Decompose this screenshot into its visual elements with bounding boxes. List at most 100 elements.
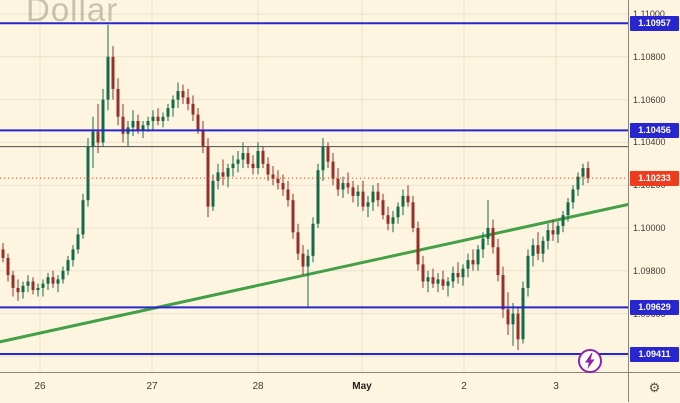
price-tick-label: 1.09800	[633, 265, 666, 276]
candle-body	[586, 168, 590, 179]
candle-body	[101, 99, 105, 143]
candle-body	[336, 178, 340, 190]
candle-body	[431, 277, 435, 284]
candle-body	[416, 228, 420, 265]
level-price-badge: 1.10456	[630, 122, 679, 138]
candle-body	[366, 202, 370, 207]
candle-body	[501, 275, 505, 310]
candle-body	[11, 275, 15, 288]
candle-body	[161, 116, 165, 121]
candle-body	[66, 260, 70, 271]
candle-body	[451, 272, 455, 282]
axis-settings-corner[interactable]: ⚙	[628, 372, 680, 402]
candle-body	[351, 187, 355, 196]
candle-body	[411, 202, 415, 228]
time-axis[interactable]: 26 27 28 May 2 3	[0, 372, 628, 403]
candle-body	[306, 255, 310, 267]
candle-body	[466, 260, 470, 269]
candle-body	[441, 279, 445, 286]
candle-body	[291, 200, 295, 233]
candle-body	[311, 223, 315, 256]
candle-body	[381, 200, 385, 216]
candle-body	[41, 283, 45, 288]
candle-body	[46, 277, 50, 284]
candle-body	[506, 309, 510, 325]
candle-body	[491, 228, 495, 248]
candle-body	[151, 116, 155, 121]
candle-body	[71, 249, 75, 261]
candle-body	[461, 268, 465, 278]
level-price-badge: 1.10957	[630, 15, 679, 31]
candle-body	[516, 313, 520, 340]
candle-body	[476, 249, 480, 265]
price-axis[interactable]: 1.110001.108001.106001.104001.102001.100…	[628, 0, 680, 372]
candle-body	[566, 202, 570, 216]
price-chart-canvas[interactable]	[0, 0, 628, 372]
time-tick-label: 2	[461, 381, 467, 392]
candle-body	[401, 195, 405, 207]
candle-body	[486, 228, 490, 239]
candle-body	[396, 206, 400, 218]
candle-body	[391, 217, 395, 224]
candle-body	[471, 260, 475, 265]
candle-body	[16, 287, 20, 293]
candle-body	[131, 121, 135, 128]
time-tick-label: 26	[34, 381, 46, 392]
candle-body	[321, 146, 325, 171]
candle-body	[201, 129, 205, 147]
candle-body	[376, 191, 380, 201]
candle-body	[526, 255, 530, 288]
candle-body	[181, 91, 185, 98]
candle-body	[166, 108, 170, 117]
candle-body	[326, 146, 330, 162]
candle-body	[211, 180, 215, 207]
candle-body	[106, 56, 110, 100]
candle-body	[481, 238, 485, 250]
candle-body	[561, 215, 565, 226]
candle-body	[226, 168, 230, 177]
candle-body	[91, 131, 95, 147]
candle-body	[571, 189, 575, 203]
candle-body	[421, 264, 425, 282]
candle-body	[386, 215, 390, 224]
candle-body	[356, 191, 360, 196]
candle-body	[236, 159, 240, 164]
candle-body	[531, 245, 535, 256]
price-tick-label: 1.10400	[633, 137, 666, 148]
candle-body	[51, 277, 55, 284]
price-tick-label: 1.10600	[633, 94, 666, 105]
candle-body	[581, 168, 585, 177]
candle-body	[261, 150, 265, 164]
candle-body	[346, 183, 350, 188]
price-tick-label: 1.11000	[633, 9, 665, 19]
candle-body	[191, 103, 195, 115]
candle-body	[76, 234, 80, 250]
candle-body	[31, 281, 35, 291]
candle-body	[556, 225, 560, 235]
lightning-icon	[578, 349, 602, 373]
candle-body	[206, 146, 210, 207]
candle-body	[56, 279, 60, 284]
candle-body	[496, 247, 500, 276]
candle-body	[26, 281, 30, 286]
price-tick-label: 1.10000	[633, 223, 666, 233]
candle-body	[156, 116, 160, 121]
candle-body	[221, 172, 225, 177]
candle-body	[121, 116, 125, 134]
candle-body	[176, 91, 180, 100]
level-price-badge: 1.09411	[630, 346, 679, 362]
candle-body	[231, 163, 235, 169]
time-tick-label: 3	[553, 381, 559, 392]
candle-body	[341, 183, 345, 190]
candle-body	[196, 114, 200, 130]
quick-trade-button[interactable]	[577, 348, 603, 374]
candle-body	[86, 146, 90, 201]
candle-body	[81, 200, 85, 235]
gear-icon[interactable]: ⚙	[648, 379, 661, 395]
time-tick-label: 27	[146, 381, 158, 392]
candle-body	[116, 88, 120, 117]
candle-body	[576, 176, 580, 190]
candle-body	[241, 153, 245, 160]
candle-body	[246, 153, 250, 164]
candle-body	[296, 232, 300, 254]
